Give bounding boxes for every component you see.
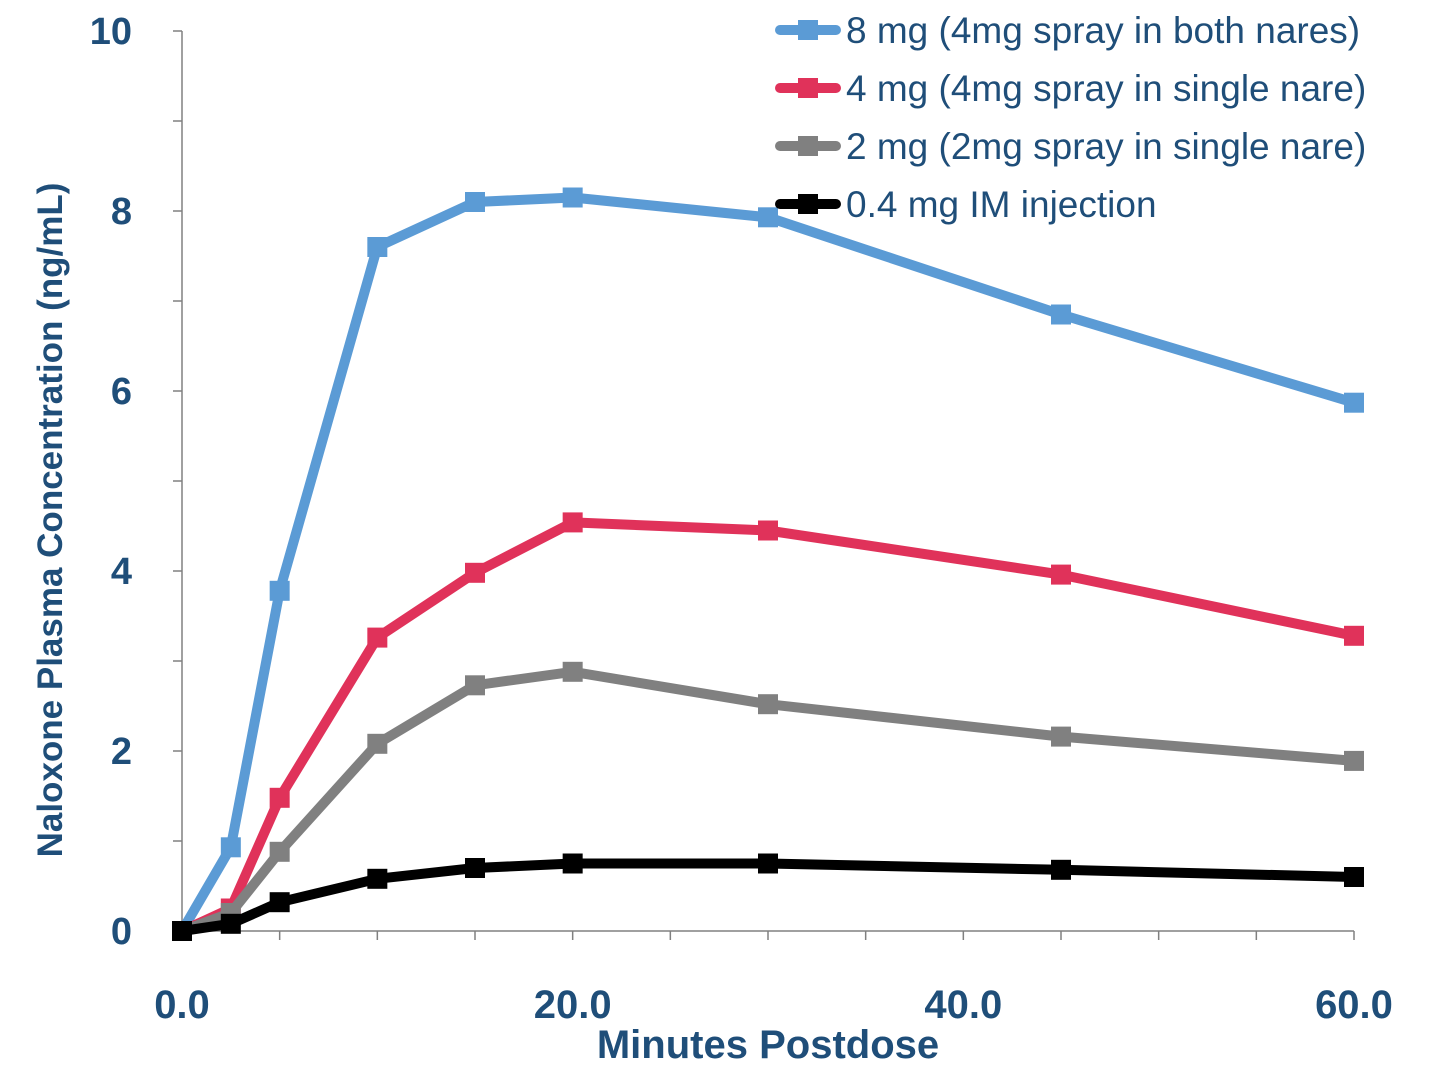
- data-point: [1051, 564, 1071, 585]
- ticks: [173, 30, 1355, 940]
- legend-item: 2 mg (2mg spray in single nare): [775, 126, 1366, 167]
- legend-label: 8 mg (4mg spray in both nares): [846, 10, 1360, 51]
- series-line: [177, 858, 1359, 936]
- data-point: [1344, 625, 1364, 646]
- series-lines: [172, 187, 1364, 941]
- tick-labels: 0 2 4 6 8 10 0.0 20.0 40.0 60.0: [90, 11, 1393, 1027]
- data-point: [269, 841, 290, 862]
- data-point: [172, 921, 192, 941]
- legend: 8 mg (4mg spray in both nares) 4 mg (4mg …: [775, 10, 1366, 225]
- data-point: [269, 787, 290, 808]
- series-1: [172, 187, 1364, 941]
- data-point: [758, 694, 778, 715]
- legend-swatch-marker: [798, 194, 818, 214]
- x-tick-label: 0.0: [154, 983, 210, 1027]
- data-point: [562, 853, 583, 874]
- data-point: [758, 853, 778, 874]
- y-tick-label: 0: [111, 911, 132, 953]
- y-tick-label: 8: [111, 191, 132, 233]
- data-point: [220, 913, 241, 934]
- data-point: [1344, 750, 1364, 771]
- legend-label: 4 mg (4mg spray in single nare): [846, 68, 1366, 109]
- series-3: [172, 661, 1364, 941]
- legend-label: 2 mg (2mg spray in single nare): [846, 126, 1366, 167]
- data-point: [465, 562, 485, 583]
- y-tick-label: 4: [111, 551, 132, 593]
- y-tick-label: 10: [90, 11, 132, 53]
- data-point: [465, 192, 485, 212]
- data-point: [562, 512, 583, 533]
- data-point: [562, 661, 583, 682]
- y-axis-title: Naloxone Plasma Concentration (ng/mL): [31, 183, 70, 858]
- data-point: [269, 580, 290, 601]
- series-2: [172, 512, 1364, 941]
- data-point: [269, 892, 290, 913]
- x-tick-label: 40.0: [924, 983, 1002, 1027]
- data-point: [1344, 392, 1364, 413]
- data-point: [562, 187, 583, 208]
- legend-swatch-marker: [798, 136, 818, 156]
- legend-item: 4 mg (4mg spray in single nare): [775, 68, 1366, 109]
- data-point: [1344, 867, 1364, 887]
- series-line: [177, 192, 1359, 936]
- legend-item: 8 mg (4mg spray in both nares): [775, 10, 1360, 51]
- data-point: [367, 627, 388, 648]
- legend-label: 0.4 mg IM injection: [846, 184, 1157, 225]
- data-point: [220, 837, 241, 858]
- data-point: [1051, 859, 1071, 880]
- x-tick-label: 20.0: [534, 983, 612, 1027]
- data-point: [465, 675, 485, 696]
- data-point: [367, 868, 388, 889]
- x-axis-title: Minutes Postdose: [597, 1023, 939, 1067]
- data-point: [1051, 304, 1071, 325]
- x-tick-label: 60.0: [1315, 983, 1393, 1027]
- y-tick-label: 2: [111, 731, 132, 773]
- data-point: [1051, 726, 1071, 747]
- legend-item: 0.4 mg IM injection: [775, 184, 1157, 225]
- data-point: [367, 237, 388, 257]
- data-point: [758, 207, 778, 228]
- data-point: [758, 520, 778, 541]
- data-point: [367, 733, 388, 754]
- legend-swatch-marker: [798, 20, 818, 40]
- series-4: [172, 853, 1364, 941]
- data-point: [465, 858, 485, 878]
- legend-swatch-marker: [798, 78, 818, 98]
- y-tick-label: 6: [111, 371, 132, 413]
